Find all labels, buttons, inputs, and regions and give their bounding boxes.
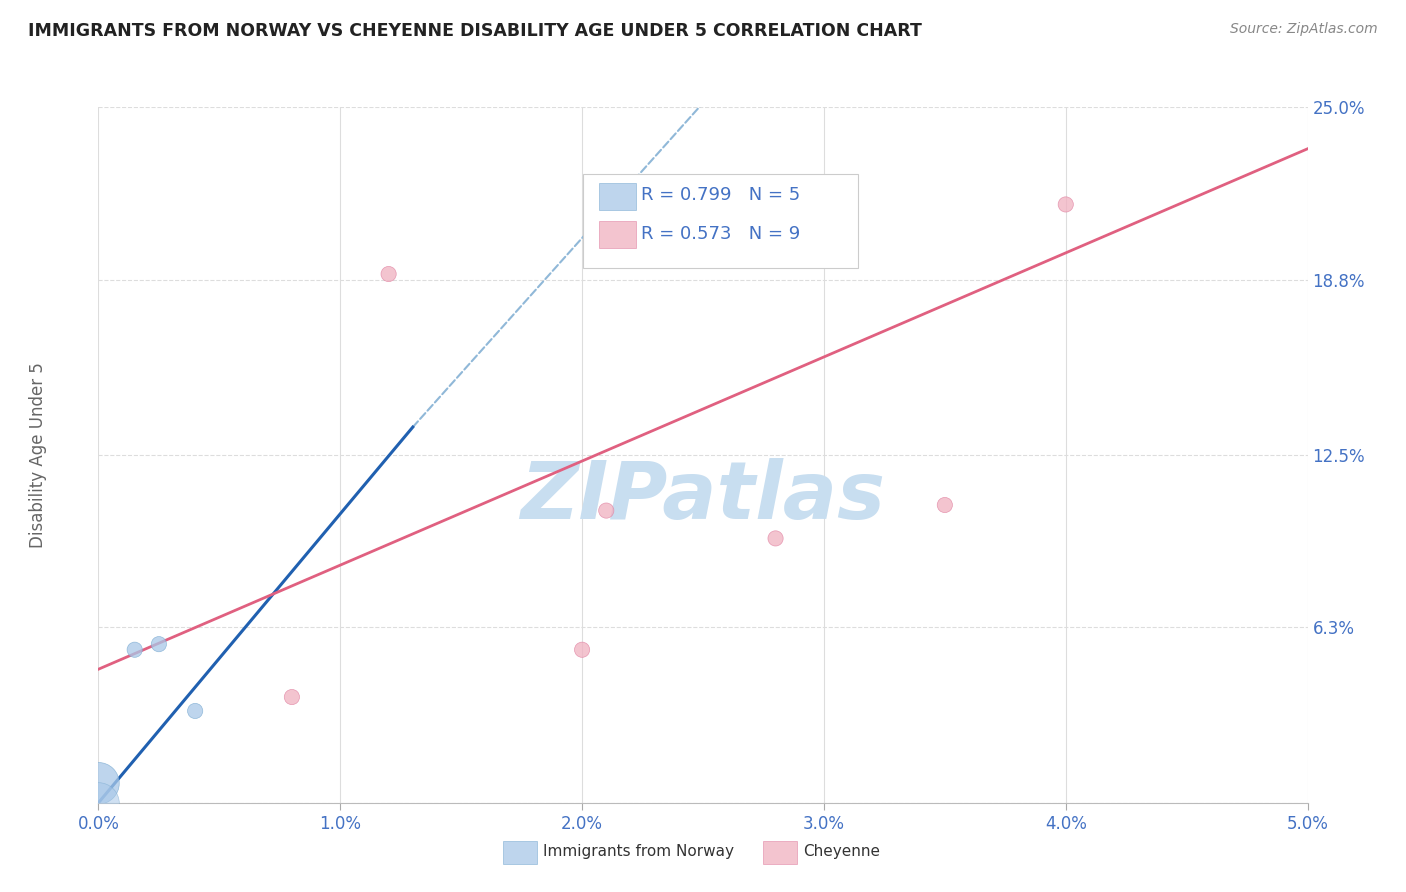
Point <box>377 267 399 281</box>
Point <box>87 776 110 790</box>
Text: Cheyenne: Cheyenne <box>803 845 880 859</box>
Point <box>281 690 304 704</box>
Point <box>87 796 110 810</box>
Point <box>124 642 146 657</box>
Point <box>148 637 170 651</box>
Point <box>1054 197 1077 211</box>
Text: ZIPatlas: ZIPatlas <box>520 458 886 536</box>
Point <box>571 642 593 657</box>
Point <box>934 498 956 512</box>
Point <box>595 503 617 517</box>
Text: R = 0.573   N = 9: R = 0.573 N = 9 <box>641 225 800 243</box>
Text: IMMIGRANTS FROM NORWAY VS CHEYENNE DISABILITY AGE UNDER 5 CORRELATION CHART: IMMIGRANTS FROM NORWAY VS CHEYENNE DISAB… <box>28 22 922 40</box>
Point <box>765 532 787 546</box>
Text: R = 0.799   N = 5: R = 0.799 N = 5 <box>641 186 800 204</box>
Text: Disability Age Under 5: Disability Age Under 5 <box>30 362 46 548</box>
Text: Source: ZipAtlas.com: Source: ZipAtlas.com <box>1230 22 1378 37</box>
Point <box>184 704 207 718</box>
Text: Immigrants from Norway: Immigrants from Norway <box>543 845 734 859</box>
